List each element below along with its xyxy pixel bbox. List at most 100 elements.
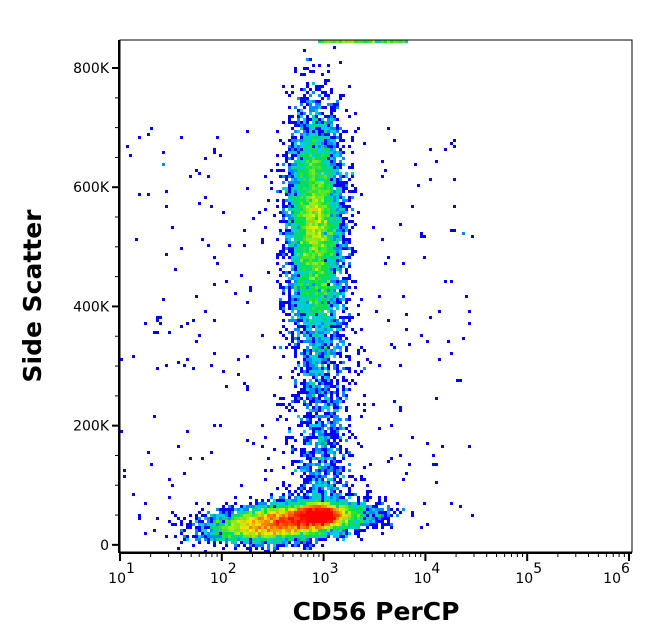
density-cell: [228, 529, 231, 532]
density-cell: [264, 508, 267, 511]
density-cell: [300, 145, 303, 148]
density-cell: [324, 466, 327, 469]
density-cell: [327, 385, 330, 388]
density-cell: [303, 370, 306, 373]
density-cell: [348, 430, 351, 433]
density-cell: [333, 238, 336, 241]
density-cell: [288, 172, 291, 175]
density-cell: [399, 406, 402, 409]
density-cell: [372, 403, 375, 406]
density-cell: [333, 502, 336, 505]
density-cell: [210, 520, 213, 523]
density-cell: [201, 238, 204, 241]
density-cell: [321, 406, 324, 409]
density-cell: [279, 499, 282, 502]
density-cell: [297, 268, 300, 271]
density-cell: [327, 160, 330, 163]
density-cell: [315, 376, 318, 379]
density-cell: [300, 367, 303, 370]
density-cell: [363, 496, 366, 499]
density-cell: [306, 355, 309, 358]
density-cell: [300, 397, 303, 400]
density-cell: [231, 538, 234, 541]
density-cell: [351, 196, 354, 199]
density-cell: [333, 469, 336, 472]
density-cell: [318, 196, 321, 199]
density-cell: [348, 454, 351, 457]
density-cell: [195, 538, 198, 541]
density-cell: [267, 529, 270, 532]
density-cell: [354, 187, 357, 190]
density-cell: [318, 319, 321, 322]
density-cell: [210, 526, 213, 529]
density-cell: [330, 151, 333, 154]
density-cell: [339, 514, 342, 517]
density-cell: [303, 157, 306, 160]
density-cell: [333, 178, 336, 181]
density-cell: [285, 538, 288, 541]
density-cell: [336, 286, 339, 289]
density-cell: [336, 514, 339, 517]
density-cell: [339, 478, 342, 481]
density-cell: [306, 169, 309, 172]
density-cell: [279, 283, 282, 286]
density-cell: [345, 40, 348, 43]
density-cell: [342, 328, 345, 331]
density-cell: [327, 178, 330, 181]
density-cell: [312, 109, 315, 112]
density-cell: [291, 145, 294, 148]
density-cell: [252, 541, 255, 544]
density-cell: [378, 40, 381, 43]
density-cell: [351, 292, 354, 295]
density-cell: [282, 208, 285, 211]
density-cell: [336, 124, 339, 127]
density-cell: [291, 319, 294, 322]
density-cell: [285, 190, 288, 193]
density-cell: [252, 508, 255, 511]
density-cell: [342, 199, 345, 202]
density-cell: [303, 403, 306, 406]
density-cell: [339, 418, 342, 421]
density-cell: [390, 457, 393, 460]
density-cell: [336, 418, 339, 421]
density-cell: [186, 526, 189, 529]
x-tick-label-base: 10: [312, 571, 330, 587]
density-cell: [246, 514, 249, 517]
density-cell: [327, 436, 330, 439]
density-cell: [279, 301, 282, 304]
density-cell: [408, 343, 411, 346]
density-cell: [276, 544, 279, 547]
density-cell: [276, 532, 279, 535]
density-cell: [297, 259, 300, 262]
density-cell: [294, 154, 297, 157]
density-cell: [306, 298, 309, 301]
density-cell: [339, 445, 342, 448]
density-cell: [300, 268, 303, 271]
density-cell: [321, 478, 324, 481]
density-cell: [312, 535, 315, 538]
density-cell: [282, 211, 285, 214]
density-cell: [294, 538, 297, 541]
density-cell: [324, 244, 327, 247]
density-cell: [318, 178, 321, 181]
density-cell: [402, 478, 405, 481]
density-cell: [339, 490, 342, 493]
density-cell: [375, 511, 378, 514]
density-cell: [318, 88, 321, 91]
density-cell: [300, 421, 303, 424]
density-cell: [294, 238, 297, 241]
density-cell: [345, 205, 348, 208]
density-cell: [342, 277, 345, 280]
density-cell: [348, 523, 351, 526]
density-cell: [291, 139, 294, 142]
density-cell: [306, 493, 309, 496]
density-cell: [339, 436, 342, 439]
density-cell: [342, 259, 345, 262]
density-cell: [327, 409, 330, 412]
density-cell: [309, 517, 312, 520]
density-cell: [426, 340, 429, 343]
density-cell: [204, 514, 207, 517]
density-cell: [303, 250, 306, 253]
density-cell: [399, 511, 402, 514]
density-cell: [321, 133, 324, 136]
